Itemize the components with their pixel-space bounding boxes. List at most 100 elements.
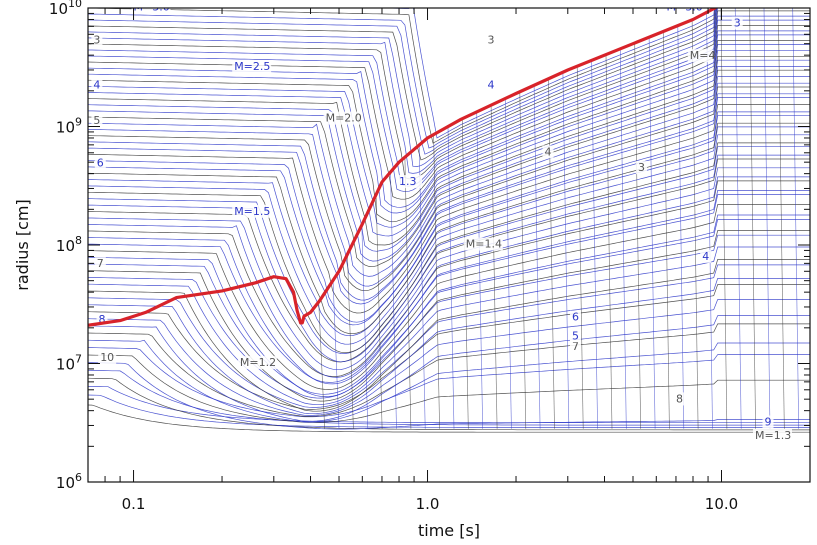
mass-shell-line: [88, 19, 810, 193]
mass-shell-line: [88, 369, 810, 426]
contour-label-bg: [91, 33, 103, 47]
mass-shell-line: [88, 8, 716, 149]
mass-shell-line: [88, 111, 810, 323]
contour-label: 7: [97, 257, 104, 270]
mass-shell-line: [88, 284, 810, 410]
mass-shell-line: [362, 8, 715, 139]
contour-label: 8: [99, 313, 106, 326]
time-slice-line: [720, 8, 728, 429]
time-slice-line: [763, 8, 771, 429]
time-slice-line: [332, 280, 340, 429]
mass-shell-line: [88, 194, 810, 383]
x-tick-labels: 0.1 1.0 10.0: [122, 495, 739, 513]
time-slice-line: [519, 91, 527, 429]
mass-shell-line: [88, 230, 810, 402]
mass-shell-line: [88, 8, 717, 155]
time-slice-line: [375, 194, 383, 429]
mass-shell-line: [88, 259, 810, 412]
y-tick-label: 1010: [49, 0, 82, 18]
time-slice-line: [390, 172, 397, 429]
time-slice-line: [792, 8, 799, 429]
mass-shell-line: [88, 104, 810, 314]
mass-shell-line: [88, 158, 810, 363]
contour-label: 8: [676, 392, 683, 405]
mass-shell-line: [88, 264, 810, 408]
mass-shell-line: [88, 315, 810, 422]
time-slice-line: [433, 134, 440, 429]
mass-shell-line: [88, 234, 810, 399]
contour-label-bg: [131, 8, 171, 14]
time-slice-line: [677, 25, 685, 429]
contour-label: M=2.5: [234, 60, 270, 73]
mass-shell-line: [88, 354, 810, 423]
y-tick-labels: 106 107 108 109 1010: [49, 0, 82, 492]
contour-label-bg: [700, 249, 712, 263]
time-slice-line: [576, 66, 584, 429]
contour-label-bg: [687, 49, 713, 63]
contour-label: 4: [93, 78, 100, 91]
mass-shell-line: [88, 146, 810, 354]
plot-frame: [87, 7, 811, 483]
contour-label-bg: [570, 329, 581, 343]
mass-shell-line: [88, 86, 810, 292]
contour-label-bg: [323, 111, 363, 125]
y-tick-label: 109: [56, 116, 82, 137]
y-tick-label: 107: [56, 353, 82, 374]
y-axis-label: radius [cm]: [13, 199, 32, 290]
contour-label: M=1.2: [240, 356, 276, 369]
contour-label-bg: [664, 8, 704, 14]
contour-label: 3: [638, 161, 645, 174]
mass-shell-line: [88, 142, 810, 354]
time-slice-line: [361, 225, 369, 429]
x-tick-label: 0.1: [122, 495, 146, 513]
mass-shell-line: [88, 339, 810, 423]
mass-shell-line: [88, 377, 810, 431]
contour-label: 6: [572, 311, 579, 324]
contour-label: 6: [97, 157, 104, 170]
contour-label: M=2.0: [326, 112, 362, 125]
time-slice-line: [404, 157, 412, 429]
contour-label: 4: [545, 145, 552, 158]
time-slice-line: [706, 12, 713, 429]
contour-label: 9: [765, 416, 772, 429]
contour-label-bg: [91, 114, 103, 127]
time-slice-line: [691, 19, 699, 429]
mass-shell-line: [88, 176, 810, 378]
contour-label-bg: [485, 78, 497, 92]
y-tick-label: 106: [56, 471, 82, 492]
shock-radius-line: [88, 8, 717, 327]
contour-label-bg: [753, 429, 792, 443]
time-slice-line: [533, 85, 541, 429]
time-slice-line: [562, 72, 570, 429]
contour-label: 4: [488, 78, 495, 91]
contour-label-bg: [731, 16, 743, 30]
mass-shell-line: [88, 97, 810, 305]
mass-shell-line: [88, 93, 810, 301]
axis-ticks: [87, 8, 811, 483]
x-tick-label: 10.0: [705, 495, 738, 513]
mass-shell-line: [88, 204, 810, 390]
time-slice-line: [347, 254, 354, 429]
mass-shell-line: [88, 115, 810, 326]
contour-label-bg: [96, 312, 108, 326]
contour-label-bg: [674, 392, 685, 406]
time-slice-line: [418, 144, 426, 429]
mass-shell-line: [88, 394, 810, 428]
contour-label-bg: [636, 161, 647, 175]
time-slice-line: [663, 31, 670, 429]
time-slice-line: [620, 48, 627, 429]
time-slice-line: [605, 54, 613, 429]
contour-label-bg: [94, 257, 106, 271]
mass-shell-line: [88, 246, 810, 406]
contour-label-bg: [237, 356, 277, 370]
mass-shell-line: [88, 180, 810, 377]
time-slice-line: [505, 98, 512, 429]
contour-label: M=1.3: [755, 429, 791, 442]
mass-shell-labels: M=3.0 3 4 5 6 7 8 10 M=2.5 M=2.0 M=1.5 M=1.2 1.3 M=1.…: [91, 8, 792, 443]
mass-shell-line: [88, 8, 718, 174]
mass-shell-line: [88, 76, 810, 277]
mass-shell-line: [88, 82, 810, 287]
time-slice-line: [476, 111, 483, 429]
mass-shell-line: [88, 190, 810, 385]
mass-shell-line: [88, 219, 810, 395]
